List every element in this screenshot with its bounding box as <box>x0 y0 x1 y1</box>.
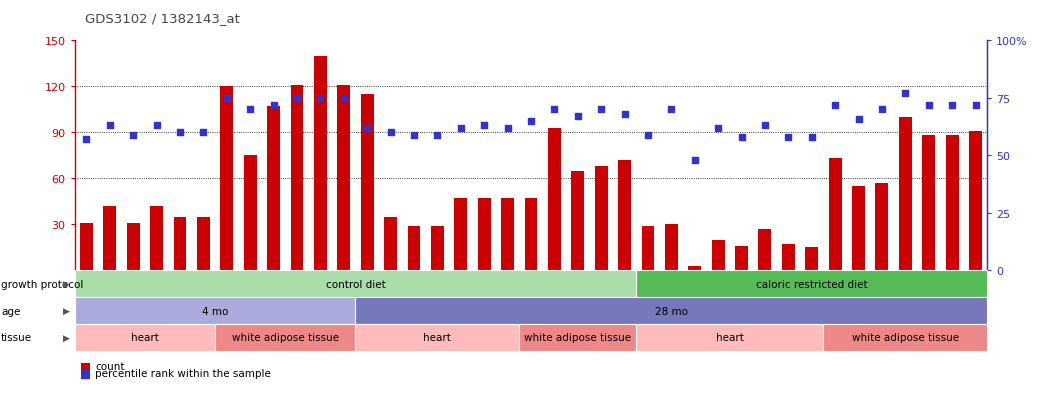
Bar <box>337 85 351 271</box>
Point <box>242 107 258 114</box>
Point <box>359 125 375 132</box>
Point <box>757 123 774 129</box>
Point <box>850 116 867 123</box>
Text: ▶: ▶ <box>63 306 69 315</box>
Bar <box>899 118 912 271</box>
Text: caloric restricted diet: caloric restricted diet <box>756 279 868 289</box>
Point <box>452 125 469 132</box>
Bar <box>290 85 304 271</box>
Bar <box>268 107 280 271</box>
Bar <box>478 199 491 271</box>
Bar <box>431 226 444 271</box>
Bar <box>618 161 630 271</box>
Bar <box>852 187 865 271</box>
Text: age: age <box>1 306 21 316</box>
Bar <box>735 246 748 271</box>
Point <box>804 134 820 141</box>
Text: heart: heart <box>131 332 159 343</box>
Text: tissue: tissue <box>1 332 32 343</box>
Bar <box>571 171 584 271</box>
Bar <box>384 217 397 271</box>
Bar <box>361 95 373 271</box>
Text: 28 mo: 28 mo <box>654 306 688 316</box>
Bar <box>501 199 514 271</box>
Bar <box>197 217 209 271</box>
Bar <box>548 128 561 271</box>
Text: ▶: ▶ <box>63 280 69 288</box>
Text: white adipose tissue: white adipose tissue <box>851 332 959 343</box>
Point <box>616 112 633 118</box>
Point <box>499 125 515 132</box>
Bar <box>314 57 327 271</box>
Bar <box>642 226 654 271</box>
Bar <box>970 131 982 271</box>
Point <box>780 134 796 141</box>
Point <box>546 107 563 114</box>
Point <box>219 95 235 102</box>
Point <box>335 95 352 102</box>
Bar <box>711 240 725 271</box>
Text: growth protocol: growth protocol <box>1 279 83 289</box>
Point <box>569 114 586 120</box>
Bar <box>875 183 889 271</box>
Bar <box>922 136 935 271</box>
Point <box>944 102 960 109</box>
Point <box>195 130 212 136</box>
Text: count: count <box>95 361 124 371</box>
Bar <box>758 229 772 271</box>
Bar <box>946 136 958 271</box>
Bar <box>454 199 468 271</box>
Point <box>686 157 703 164</box>
Text: white adipose tissue: white adipose tissue <box>231 332 339 343</box>
Point <box>873 107 890 114</box>
Bar <box>80 223 92 271</box>
Point <box>265 102 282 109</box>
Point <box>921 102 937 109</box>
Text: heart: heart <box>423 332 451 343</box>
Text: 4 mo: 4 mo <box>202 306 228 316</box>
Text: ■: ■ <box>80 360 91 373</box>
Bar <box>127 223 140 271</box>
Point <box>124 132 141 139</box>
Point <box>710 125 727 132</box>
Text: control diet: control diet <box>326 279 386 289</box>
Bar <box>594 166 608 271</box>
Point <box>172 130 189 136</box>
Text: ▶: ▶ <box>63 333 69 342</box>
Point <box>733 134 750 141</box>
Bar <box>104 206 116 271</box>
Point <box>429 132 446 139</box>
Text: heart: heart <box>716 332 744 343</box>
Text: GDS3102 / 1382143_at: GDS3102 / 1382143_at <box>85 12 240 25</box>
Bar <box>525 199 537 271</box>
Bar <box>408 226 420 271</box>
Text: white adipose tissue: white adipose tissue <box>524 332 632 343</box>
Bar <box>150 206 163 271</box>
Point <box>102 123 118 129</box>
Text: ■: ■ <box>80 367 91 380</box>
Bar <box>244 156 256 271</box>
Point <box>288 95 305 102</box>
Bar <box>665 225 678 271</box>
Point <box>312 95 329 102</box>
Bar <box>829 159 842 271</box>
Point <box>78 137 94 143</box>
Bar <box>782 244 794 271</box>
Bar <box>220 87 233 271</box>
Point <box>383 130 399 136</box>
Bar <box>689 266 701 271</box>
Point <box>826 102 843 109</box>
Point <box>640 132 656 139</box>
Text: percentile rank within the sample: percentile rank within the sample <box>95 368 272 378</box>
Point <box>405 132 422 139</box>
Point <box>148 123 165 129</box>
Bar <box>806 248 818 271</box>
Point <box>523 118 539 125</box>
Point <box>476 123 493 129</box>
Point <box>593 107 610 114</box>
Point <box>897 91 914 97</box>
Point <box>663 107 679 114</box>
Bar <box>173 217 187 271</box>
Point <box>968 102 984 109</box>
